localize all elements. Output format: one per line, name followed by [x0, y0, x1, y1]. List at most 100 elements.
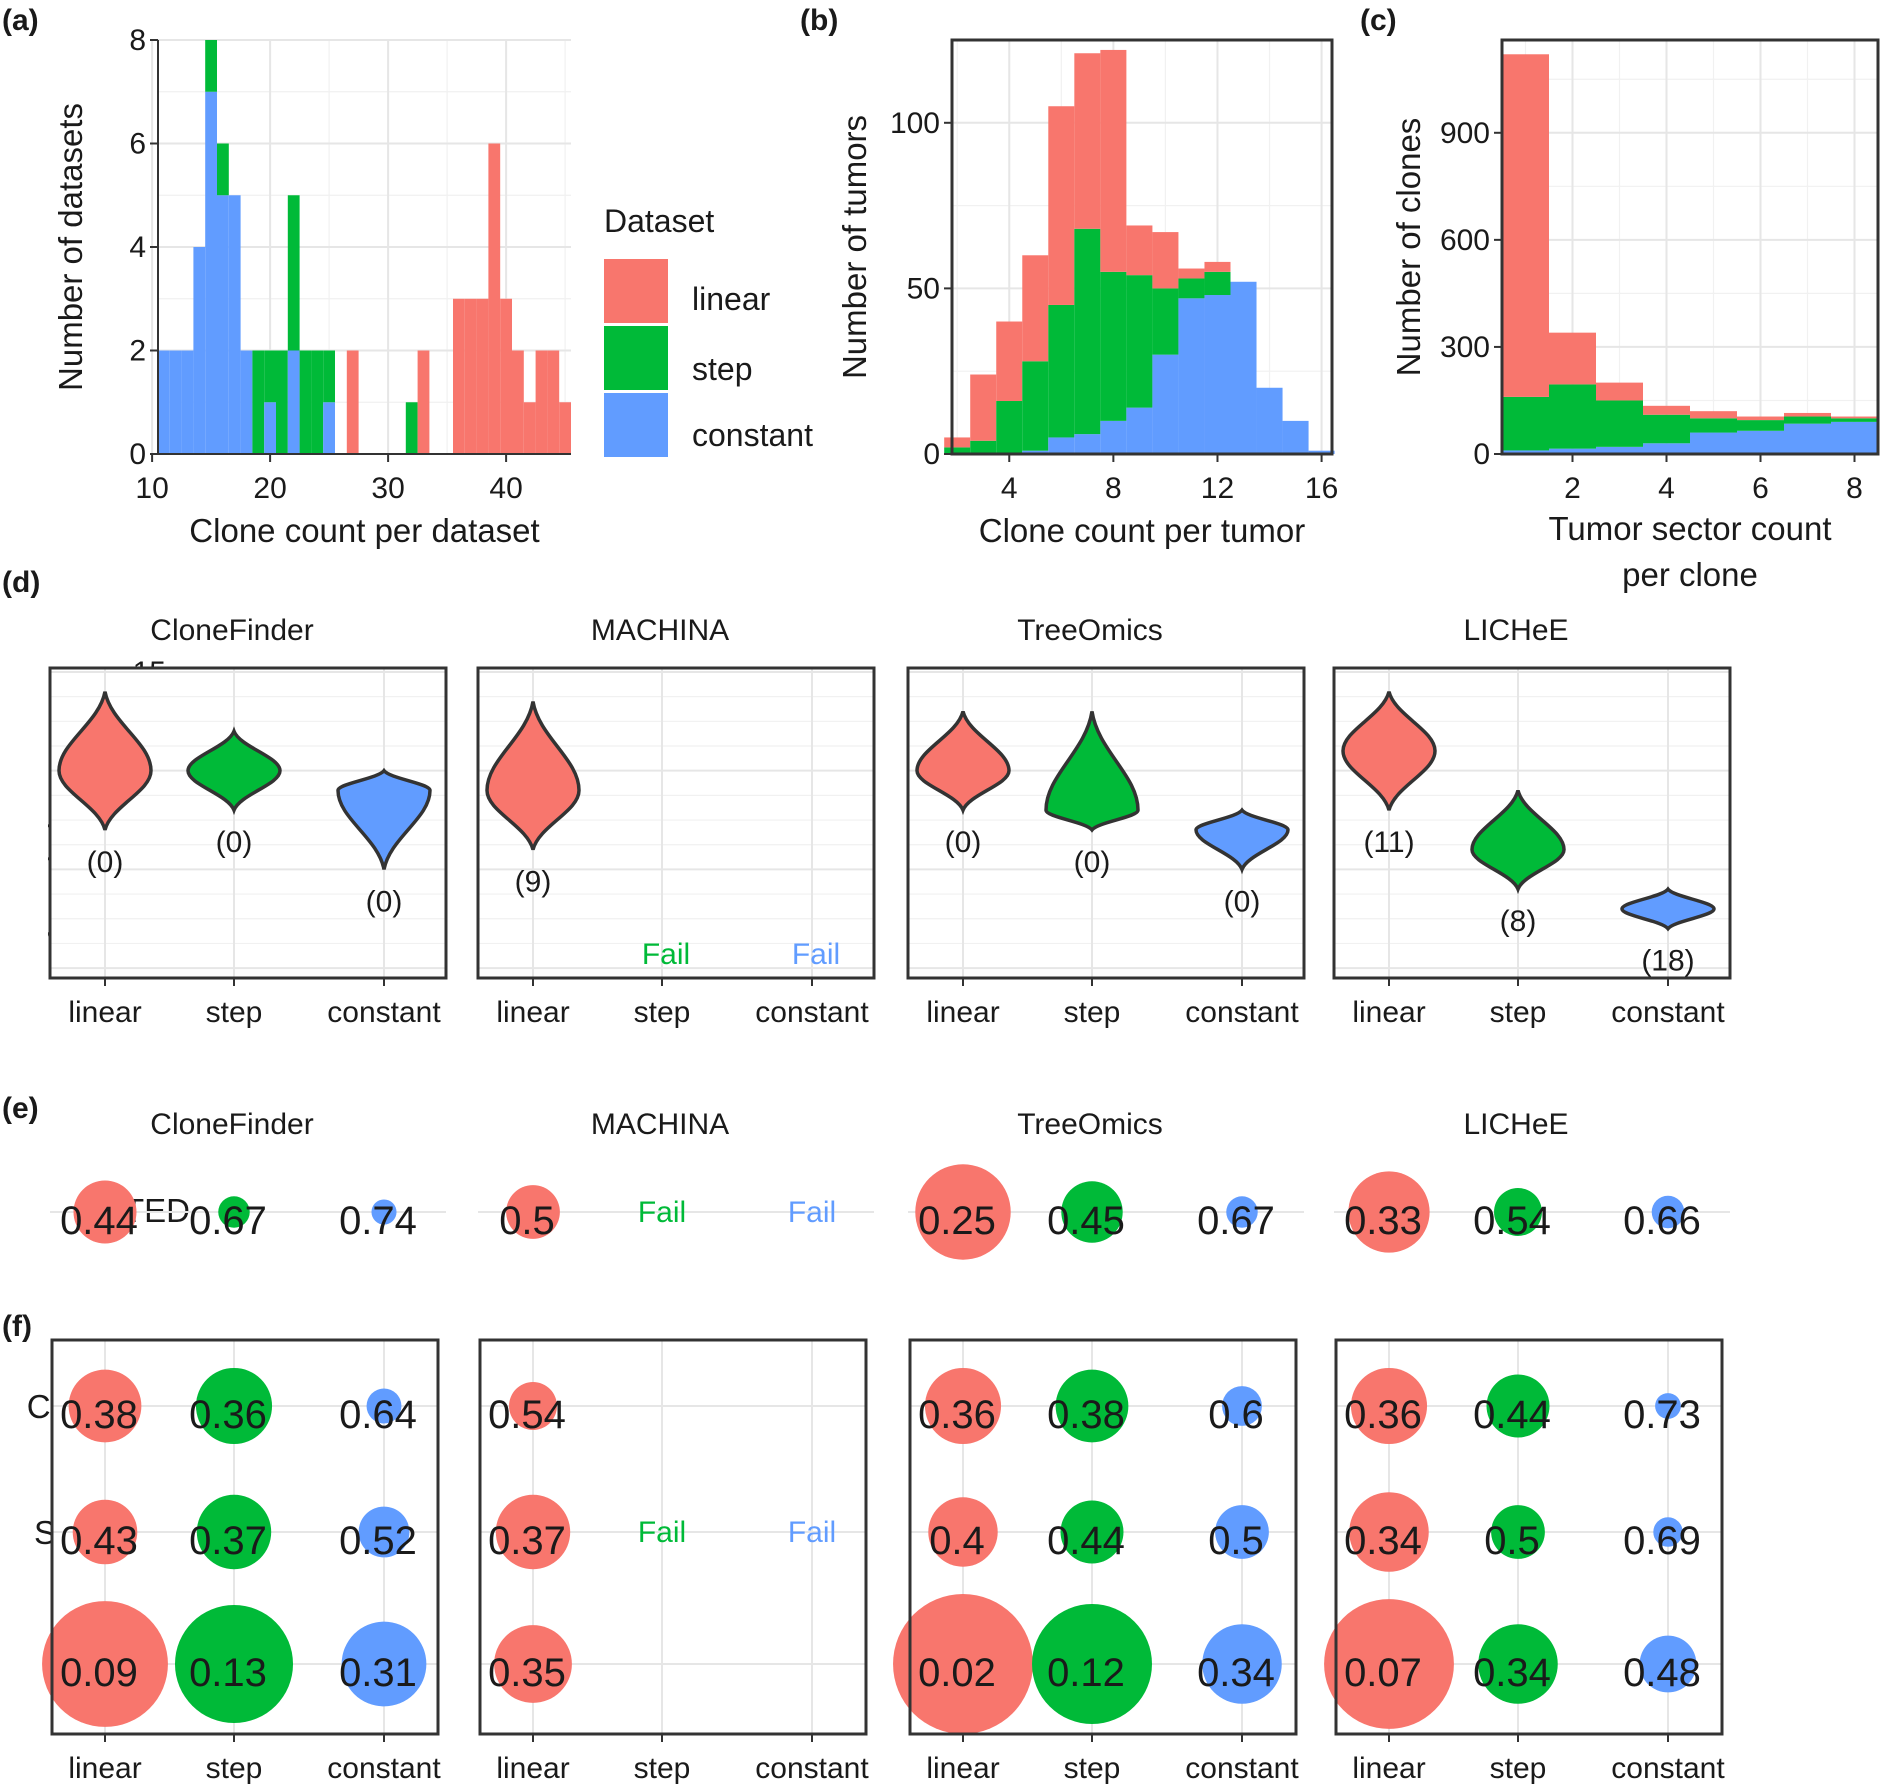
- panel-tag-a: (a): [2, 4, 39, 37]
- facet-strip-label: TreeOmics: [1017, 1108, 1163, 1141]
- y-tick-label: 900: [1440, 117, 1490, 150]
- bar-step: [1690, 418, 1737, 433]
- x-tick-label: 16: [1305, 472, 1338, 505]
- x-tick-label: constant: [327, 1752, 441, 1785]
- bubble-linear: [1324, 1599, 1454, 1729]
- bubble-panel-f: ConcurrentSequentialParallel0.380.360.64…: [27, 1338, 1725, 1785]
- bar-linear: [346, 350, 359, 454]
- x-tick-label: linear: [68, 996, 141, 1029]
- bubble-value-label: 0.31: [339, 1651, 417, 1695]
- bar-step: [944, 447, 971, 454]
- x-tick-label: constant: [327, 996, 441, 1029]
- bubble-step: [174, 1604, 294, 1724]
- bubble-value-label: 0.36: [1344, 1393, 1422, 1437]
- x-tick-label: constant: [1611, 996, 1725, 1029]
- bubble-value-label: 0.52: [339, 1519, 417, 1563]
- bubble-step: [195, 1367, 273, 1445]
- failure-count-label: (0): [1074, 846, 1111, 879]
- x-tick-label: linear: [496, 996, 569, 1029]
- facet-frame: [48, 666, 448, 980]
- x-tick-label: linear: [1352, 996, 1425, 1029]
- x-tick-label: step: [1064, 996, 1121, 1029]
- bar-constant: [287, 350, 300, 454]
- x-tick-label: 4: [1001, 472, 1018, 505]
- x-tick-label: 40: [489, 472, 522, 505]
- bubble-facet-clonefinder: 0.38 0.36 0.64 0.43 0.37 0.52 0.09 0.13 0.31 line…: [42, 1338, 441, 1785]
- bar-step: [276, 350, 288, 454]
- y-tick-label: 0: [923, 438, 940, 471]
- bubble-value-label: 0.44: [1473, 1393, 1551, 1437]
- bar-linear: [944, 437, 971, 448]
- bar-step: [405, 402, 418, 454]
- bar-step: [217, 143, 229, 196]
- x-tick-label: 8: [1846, 472, 1863, 505]
- bar-constant: [1690, 432, 1737, 454]
- facet-strip-label: MACHINA: [591, 1108, 729, 1141]
- bubble-value-label: 0.66: [1623, 1199, 1701, 1243]
- bar-step: [1502, 396, 1549, 451]
- bar-step: [287, 195, 300, 351]
- bubble-value-label: 0.69: [1623, 1519, 1701, 1563]
- y-tick-label: 8: [129, 24, 146, 57]
- facet-strip-label: LICHeE: [1463, 614, 1568, 647]
- x-tick-label: constant: [755, 1752, 869, 1785]
- bar-constant: [1502, 450, 1549, 454]
- bubble-value-label: 0.07: [1344, 1651, 1422, 1695]
- bar-constant: [1784, 423, 1831, 454]
- fail-label-constant: Fail: [788, 1196, 836, 1229]
- bar-constant: [1022, 450, 1049, 454]
- bar-constant: [1152, 354, 1179, 454]
- bubble-value-label: 0.38: [1047, 1393, 1125, 1437]
- bubble-value-label: 0.64: [339, 1393, 417, 1437]
- bar-constant: [1308, 450, 1335, 454]
- x-tick-label: linear: [926, 996, 999, 1029]
- violin-linear: [1341, 691, 1437, 811]
- bar-linear: [523, 402, 536, 454]
- bubble-value-label: 0.34: [1473, 1651, 1551, 1695]
- bar-constant: [1549, 448, 1596, 454]
- facet-frame: [906, 666, 1306, 980]
- bubble-value-label: 0.48: [1623, 1651, 1701, 1695]
- x-axis-title: Clone count per dataset: [189, 512, 539, 549]
- bubble-value-label: 0.38: [60, 1393, 138, 1437]
- violin-linear: [57, 691, 153, 831]
- facet-strip-label: CloneFinder: [150, 1108, 313, 1141]
- dataset-legend: Dataset linear step constant: [602, 203, 813, 459]
- bar-step: [970, 440, 997, 454]
- violin-facet-machina: MACHINA (9) Fail Fail linear step constant: [476, 614, 876, 1029]
- x-tick-label: constant: [1185, 996, 1299, 1029]
- y-tick-label: 100: [890, 107, 940, 140]
- bar-step: [1831, 418, 1878, 422]
- y-tick-label: 0: [129, 438, 146, 471]
- y-tick-label: 2: [129, 335, 146, 368]
- violin-linear: [485, 701, 581, 851]
- bar-constant: [205, 91, 217, 454]
- y-tick-label: 4: [129, 231, 146, 264]
- bubble-panel-e: MLTEDCloneFinder0.440.670.74MACHINA0.5Fa…: [50, 1108, 1730, 1260]
- bubble-facet-machina: MACHINA 0.5 Fail Fail: [478, 1108, 874, 1243]
- failure-count-label: (0): [945, 826, 982, 859]
- bar-step: [299, 350, 312, 454]
- bar-linear: [1784, 412, 1831, 417]
- bubble-step: [1060, 1500, 1124, 1564]
- x-tick-label: step: [634, 996, 691, 1029]
- bubble-constant: [366, 1388, 402, 1424]
- fail-label-step: Fail: [642, 938, 690, 971]
- facet-strip-label: CloneFinder: [150, 614, 313, 647]
- bar-linear: [500, 298, 512, 454]
- bar-constant: [1178, 298, 1205, 454]
- panel-tag-b: (b): [800, 4, 838, 37]
- bar-linear: [996, 321, 1023, 402]
- x-axis-title: Tumor sector count: [1548, 510, 1831, 547]
- bar-linear: [970, 374, 997, 441]
- failure-count-label: (0): [216, 826, 253, 859]
- bubble-value-label: 0.34: [1344, 1519, 1422, 1563]
- bar-constant: [1048, 437, 1075, 454]
- y-tick-label: 50: [907, 272, 940, 305]
- bar-constant: [228, 195, 241, 454]
- bubble-constant: [1215, 1505, 1269, 1559]
- x-tick-label: step: [1490, 996, 1547, 1029]
- bar-linear: [1204, 261, 1231, 272]
- plot-frame: [1500, 38, 1880, 456]
